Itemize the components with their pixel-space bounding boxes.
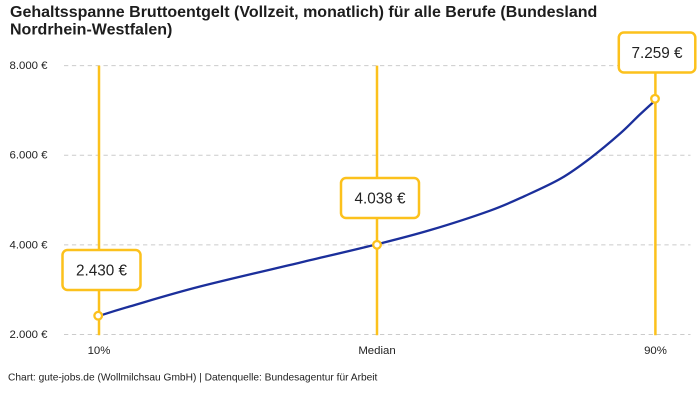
svg-text:Median: Median bbox=[358, 345, 395, 357]
svg-text:7.259 €: 7.259 € bbox=[631, 45, 683, 62]
svg-text:Gehaltsspanne Bruttoentgelt (V: Gehaltsspanne Bruttoentgelt (Vollzeit, m… bbox=[10, 4, 597, 21]
svg-text:4.000 €: 4.000 € bbox=[9, 239, 48, 251]
svg-text:2.000 €: 2.000 € bbox=[9, 329, 48, 341]
svg-text:8.000 €: 8.000 € bbox=[9, 60, 48, 72]
svg-text:Chart: gute-jobs.de (Wollmilch: Chart: gute-jobs.de (Wollmilchsau GmbH) … bbox=[8, 372, 378, 383]
svg-text:4.038 €: 4.038 € bbox=[354, 191, 406, 208]
svg-text:6.000 €: 6.000 € bbox=[9, 150, 48, 162]
svg-text:10%: 10% bbox=[88, 345, 111, 357]
svg-text:2.430 €: 2.430 € bbox=[76, 263, 128, 280]
svg-text:Nordrhein-Westfalen): Nordrhein-Westfalen) bbox=[10, 22, 172, 39]
svg-text:90%: 90% bbox=[644, 345, 667, 357]
